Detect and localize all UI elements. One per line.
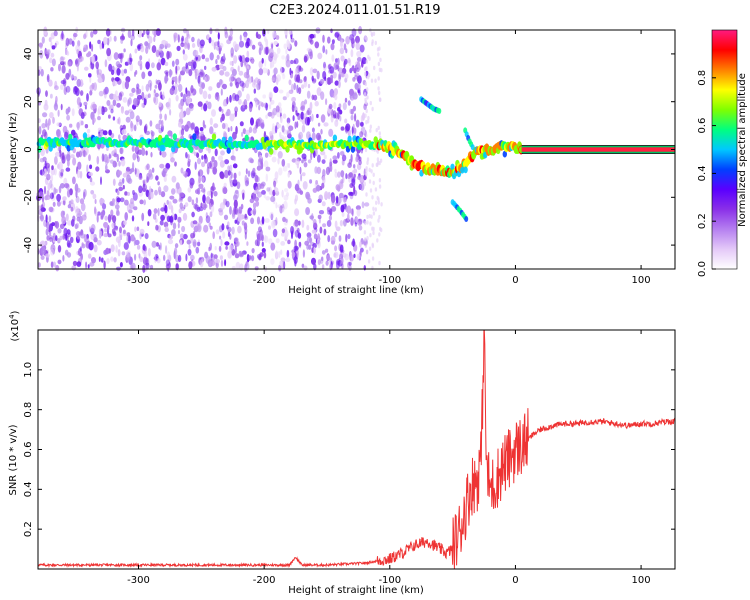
svg-text:1.0: 1.0: [23, 362, 34, 378]
svg-text:-20: -20: [23, 189, 34, 205]
spectrogram-y-ticks: -40 -20 0 20 40: [23, 48, 675, 253]
svg-text:-40: -40: [23, 237, 34, 253]
snr-x-axis-label: Height of straight line (km): [288, 585, 424, 596]
snr-x-ticks: -300 -200 -100 0 100: [127, 330, 651, 586]
spectrogram-side-features: [419, 96, 475, 222]
svg-text:0.4: 0.4: [23, 481, 34, 497]
svg-text:0.6: 0.6: [697, 118, 708, 134]
svg-text:0: 0: [512, 275, 518, 286]
svg-text:40: 40: [23, 48, 34, 61]
snr-y-unit-base: (x10: [10, 319, 21, 342]
svg-text:-300: -300: [127, 275, 150, 286]
snr-y-unit-label: (x104): [8, 310, 21, 341]
svg-text:100: 100: [632, 575, 651, 586]
svg-text:100: 100: [632, 275, 651, 286]
svg-text:0.0: 0.0: [697, 261, 708, 277]
spectrogram-noise: [36, 26, 384, 273]
snr-plot-area: [38, 330, 675, 569]
svg-text:0.8: 0.8: [23, 402, 34, 418]
svg-text:-100: -100: [378, 275, 401, 286]
svg-text:0.2: 0.2: [23, 521, 34, 537]
spectrogram-signal-track: [36, 132, 675, 180]
colorbar-ticks: 0.0 0.2 0.4 0.6 0.8: [697, 70, 716, 277]
chart-title: C2E3.2024.011.01.51.R19: [269, 3, 440, 18]
spectrogram-y-axis-label: Frequency (Hz): [8, 112, 19, 188]
colorbar: 0.0 0.2 0.4 0.6 0.8 Normalized spectral ampl…: [697, 29, 748, 277]
svg-text:0.4: 0.4: [697, 165, 708, 181]
spectrogram-x-axis-label: Height of straight line (km): [288, 285, 424, 296]
svg-text:0.6: 0.6: [23, 442, 34, 458]
snr-y-axis-label: SNR (10 * v/v): [8, 424, 19, 495]
svg-text:-100: -100: [378, 575, 401, 586]
svg-text:-200: -200: [253, 575, 276, 586]
snr-panel: -300 -200 -100 0 100 0.2 0.4 0.6 0.8 1.0 Height …: [8, 310, 676, 596]
svg-text:0: 0: [512, 575, 518, 586]
svg-text:-300: -300: [127, 575, 150, 586]
snr-y-ticks: 0.2 0.4 0.6 0.8 1.0: [23, 362, 675, 537]
colorbar-gradient: [712, 30, 737, 269]
colorbar-frame: [711, 29, 738, 270]
colorbar-label: Normalized spectral amplitude: [737, 73, 748, 227]
svg-text:-200: -200: [253, 275, 276, 286]
snr-y-unit-exponent: 4: [8, 314, 16, 319]
svg-text:20: 20: [23, 95, 34, 108]
svg-text:0: 0: [23, 146, 34, 152]
snr-y-unit-close: ): [10, 310, 21, 314]
svg-text:0.8: 0.8: [697, 70, 708, 86]
spectrogram-x-ticks: -300 -200 -100 0 100: [127, 30, 651, 286]
svg-text:0.2: 0.2: [697, 213, 708, 229]
snr-series-line: [37, 329, 676, 570]
